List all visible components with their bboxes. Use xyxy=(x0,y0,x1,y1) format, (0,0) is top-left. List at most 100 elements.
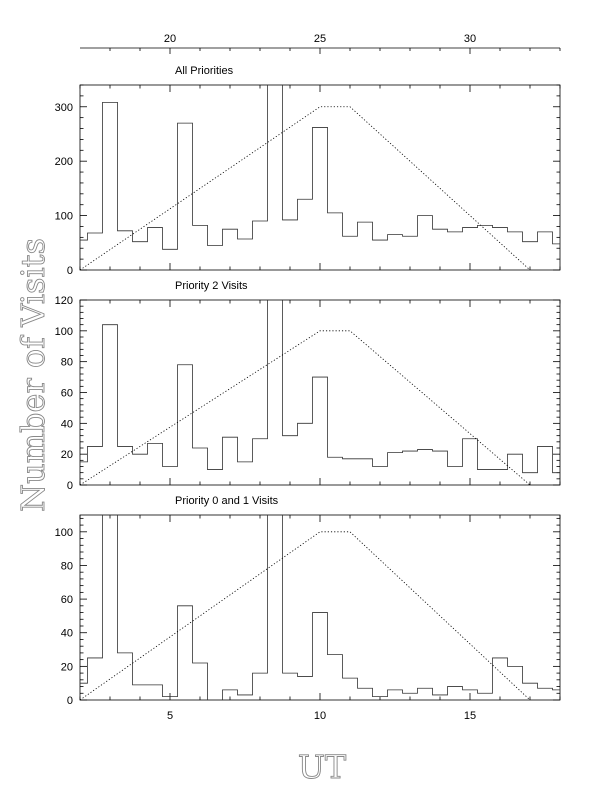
histogram-bin xyxy=(463,439,478,485)
histogram-bin xyxy=(163,467,178,486)
histogram-bin xyxy=(163,697,178,700)
histogram-bin xyxy=(553,244,561,270)
histogram-bin xyxy=(298,676,313,700)
histogram-bin xyxy=(448,467,463,486)
histogram-bin xyxy=(148,685,163,700)
histogram-bin xyxy=(103,325,118,485)
top-axis-tick-label: 20 xyxy=(164,33,176,45)
histogram-bin xyxy=(388,690,403,700)
histogram-bin xyxy=(508,454,523,485)
histogram-bin xyxy=(238,695,253,700)
y-tick-label: 100 xyxy=(55,527,73,539)
histogram-bin xyxy=(508,232,523,270)
histogram-bin xyxy=(403,236,418,270)
histogram-bin xyxy=(80,683,88,700)
histogram-bin xyxy=(328,457,343,485)
histogram-bin xyxy=(268,85,283,270)
histogram-bin xyxy=(253,439,268,485)
histogram-bin xyxy=(463,690,478,700)
histogram-bin xyxy=(193,225,208,270)
y-tick-label: 120 xyxy=(55,295,73,307)
x-tick-label: 10 xyxy=(314,710,326,722)
histogram-bin xyxy=(328,213,343,270)
histogram-bin xyxy=(223,690,238,700)
y-tick-label: 20 xyxy=(61,661,73,673)
histogram-bin xyxy=(358,222,373,270)
histogram-bin xyxy=(403,693,418,700)
x-axis-label: UT xyxy=(298,748,347,786)
histogram-bin xyxy=(148,228,163,270)
panel-1: All Priorities 0 100 200 300 xyxy=(55,65,561,277)
histogram-bin xyxy=(88,233,103,270)
histogram-bin xyxy=(298,423,313,485)
histogram-bin xyxy=(118,653,133,700)
histogram-bin xyxy=(148,443,163,485)
histogram-bin xyxy=(238,239,253,270)
histogram-bin xyxy=(463,228,478,270)
histogram-bin xyxy=(433,229,448,270)
y-tick-label: 40 xyxy=(61,628,73,640)
histogram-bin xyxy=(223,229,238,270)
histogram-bin xyxy=(373,240,388,270)
histogram-bin xyxy=(553,473,561,485)
histogram-bin xyxy=(118,231,133,270)
top-x-axis: 20 25 30 xyxy=(80,33,561,54)
histogram-bin xyxy=(313,613,328,700)
histogram-bin xyxy=(193,448,208,485)
histogram-bin xyxy=(208,246,223,270)
y-tick-label: 20 xyxy=(61,449,73,461)
histogram-bin xyxy=(508,666,523,700)
histogram-bin xyxy=(178,123,193,270)
histogram-bin xyxy=(403,451,418,485)
histogram-bin xyxy=(133,242,148,270)
top-axis-tick-label: 30 xyxy=(464,33,476,45)
histogram-series xyxy=(80,514,560,701)
y-tick-label: 100 xyxy=(55,326,73,338)
histogram-bin xyxy=(493,228,508,270)
y-tick-label: 60 xyxy=(61,388,73,400)
panel-title: Priority 2 Visits xyxy=(175,280,248,292)
histogram-bin xyxy=(118,446,133,485)
panel-2: Priority 2 Visits 0 20 40 60 80 100 120 xyxy=(55,280,561,492)
histogram-bin xyxy=(373,467,388,486)
histogram-bin xyxy=(208,470,223,485)
histogram-bin xyxy=(328,655,343,700)
histogram-bin xyxy=(358,459,373,485)
histogram-bin xyxy=(388,235,403,270)
panel-3: Priority 0 and 1 Visits 0 20 40 60 80 100 5 10 15 xyxy=(55,495,561,722)
histogram-bin xyxy=(343,678,358,700)
histogram-bin xyxy=(103,102,118,270)
histogram-bin xyxy=(418,216,433,270)
histogram-bin xyxy=(433,451,448,485)
top-axis-tick-label: 25 xyxy=(314,33,326,45)
histogram-bin xyxy=(418,688,433,700)
histogram-bin xyxy=(538,232,553,270)
histogram-bin xyxy=(478,470,493,485)
histogram-bin xyxy=(388,453,403,485)
y-tick-label: 0 xyxy=(67,265,73,277)
histogram-bin xyxy=(418,450,433,485)
histogram-bin xyxy=(178,606,193,700)
histogram-bin xyxy=(283,220,298,270)
histogram-bin xyxy=(493,470,508,485)
histogram-bin xyxy=(80,240,88,270)
y-tick-label: 0 xyxy=(67,480,73,492)
histogram-bin xyxy=(253,221,268,270)
histogram-bin xyxy=(523,242,538,270)
visibility-curve xyxy=(79,531,531,701)
histogram-bin xyxy=(343,236,358,270)
histogram-bin xyxy=(523,683,538,700)
y-tick-label: 100 xyxy=(55,211,73,223)
histogram-bin xyxy=(478,225,493,270)
histogram-bin xyxy=(553,690,561,700)
histogram-bin xyxy=(268,515,283,700)
histogram-bin xyxy=(298,199,313,270)
y-axis-label: Number of Visits xyxy=(14,238,52,512)
histogram-bin xyxy=(223,437,238,485)
histogram-bin xyxy=(163,249,178,270)
histogram-bin xyxy=(433,695,448,700)
y-tick-label: 80 xyxy=(61,357,73,369)
histogram-bin xyxy=(538,446,553,485)
histogram-bin xyxy=(538,688,553,700)
